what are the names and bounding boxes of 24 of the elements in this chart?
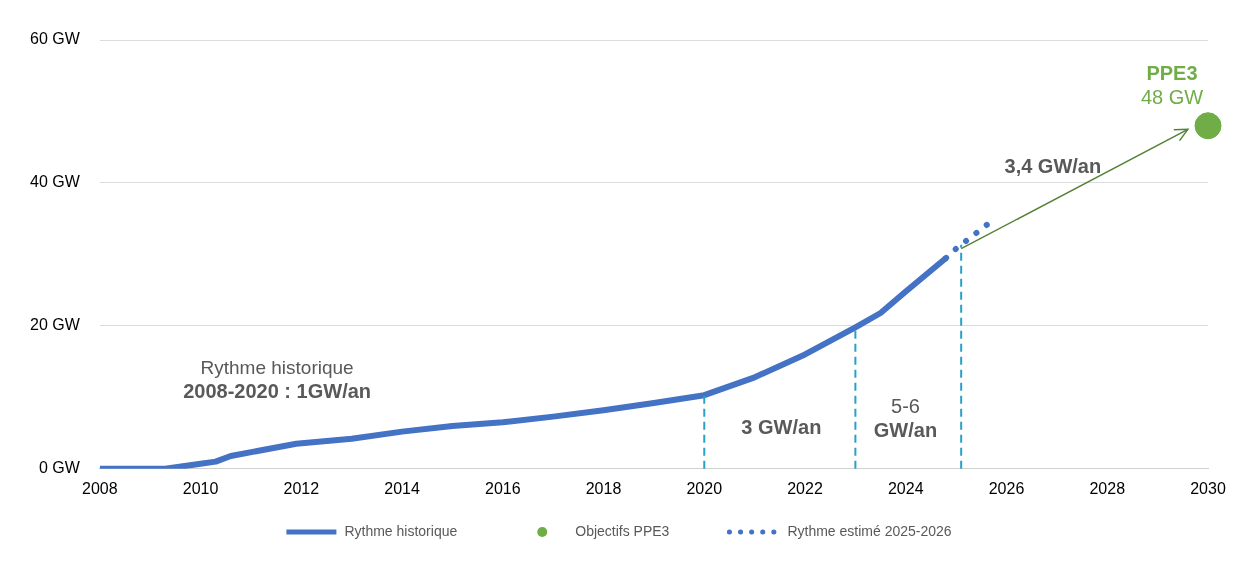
x-tick-label: 2008 (81, 479, 118, 497)
x-tick-label: 2012 (283, 479, 320, 497)
y-tick-label: 60 GW (29, 30, 81, 48)
legend-label: Rythme historique (344, 522, 458, 539)
x-tick-label: 2028 (1089, 479, 1126, 497)
x-tick-label: 2022 (787, 479, 823, 497)
x-tick-label: 2030 (1190, 479, 1226, 497)
y-tick-label: 20 GW (29, 316, 81, 334)
legend-label: Objectifs PPE3 (575, 522, 670, 539)
x-tick-label: 2024 (887, 479, 924, 497)
x-tick-label: 2014 (384, 479, 420, 497)
y-tick-label: 40 GW (29, 173, 81, 191)
annotation: 3,4 GW/an (1004, 154, 1102, 177)
x-tick-label: 2020 (686, 479, 723, 497)
x-tick-label: 2016 (484, 479, 521, 497)
x-tick-label: 2010 (182, 479, 219, 497)
x-tick-label: 2026 (988, 479, 1025, 497)
y-tick-label: 0 GW (38, 459, 81, 477)
legend-label: Rythme estimé 2025-2026 (787, 522, 952, 539)
annotation: Rythme historique 2008-2020 : 1GW/an (183, 357, 372, 403)
annotation: PPE3 48 GW (1140, 61, 1204, 108)
annotation: 3 GW/an (741, 416, 822, 439)
annotation: 5-6 GW/an (873, 395, 938, 442)
x-tick-label: 2018 (585, 479, 622, 497)
